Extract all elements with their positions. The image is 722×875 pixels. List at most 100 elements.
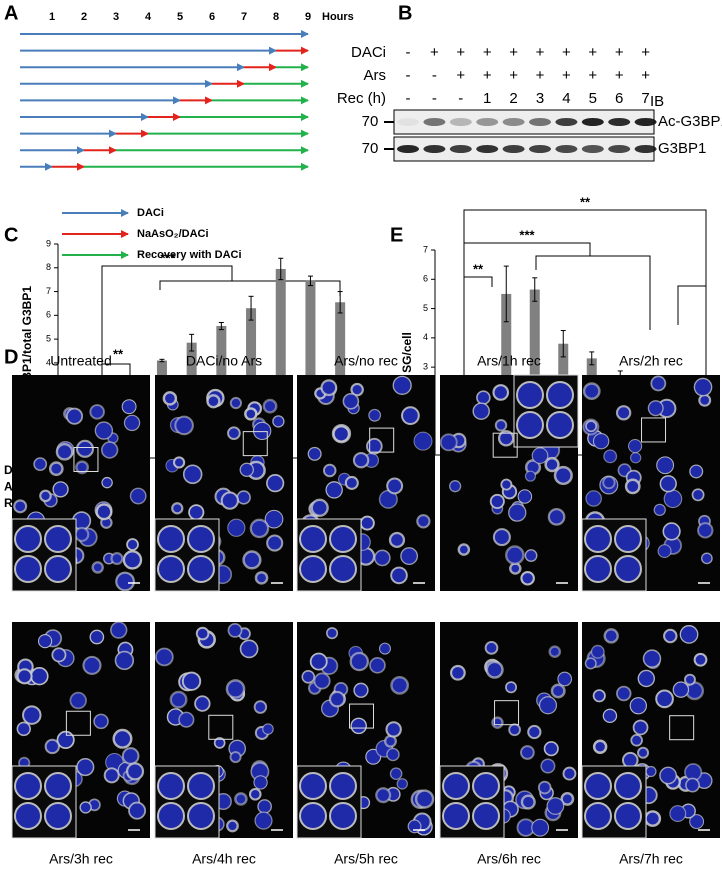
cell	[262, 723, 274, 735]
cell	[48, 461, 64, 477]
cell	[266, 474, 285, 493]
zoom-box	[369, 427, 395, 453]
cell	[229, 751, 242, 764]
inset-cell	[299, 772, 327, 800]
zoom-box	[73, 447, 99, 473]
cell	[188, 504, 205, 521]
treatment-symbol: 2	[509, 90, 517, 107]
cell	[629, 697, 647, 715]
inset-cell	[14, 555, 42, 583]
treatment-symbol: +	[509, 67, 518, 84]
inset-cell	[329, 555, 357, 583]
image-label: DACi/no Ars	[186, 353, 262, 369]
y-tick-label: 8	[46, 262, 51, 272]
cell	[592, 689, 606, 703]
cell	[229, 396, 243, 410]
cell	[266, 534, 284, 552]
inset-cell	[329, 772, 357, 800]
cell	[684, 673, 696, 686]
cell	[121, 399, 137, 415]
legend-label: NaAsO₂/DACi	[137, 228, 209, 240]
inset-cell	[299, 525, 327, 553]
treatment-symbol: +	[536, 67, 545, 84]
y-tick-label: 4	[423, 332, 428, 342]
cell	[685, 777, 700, 793]
cell	[123, 414, 141, 432]
cell	[172, 456, 186, 469]
treatment-symbol: +	[615, 67, 624, 84]
cell	[257, 799, 272, 814]
cell	[44, 738, 60, 755]
blot-band	[449, 145, 472, 153]
inset-cell	[157, 555, 185, 583]
cell	[679, 625, 699, 644]
blot-band	[608, 118, 631, 126]
cell	[550, 683, 566, 699]
cell	[644, 810, 662, 827]
inset-cell	[442, 772, 470, 800]
cell	[375, 787, 392, 804]
cell	[657, 544, 672, 559]
cell	[323, 463, 337, 478]
cell	[91, 561, 104, 574]
y-tick-label: 5	[46, 333, 51, 343]
cell	[531, 818, 550, 837]
cell	[472, 402, 490, 420]
treatment-symbol: +	[483, 67, 492, 84]
cell	[689, 814, 705, 830]
cell	[55, 442, 74, 461]
cell	[51, 647, 67, 663]
cell	[126, 538, 139, 551]
y-tick-label: 5	[423, 303, 428, 313]
cell	[693, 377, 713, 397]
cell	[115, 571, 135, 592]
cell	[439, 433, 458, 452]
cell	[254, 571, 269, 585]
micrograph	[439, 622, 578, 839]
cell	[484, 640, 499, 655]
cell	[616, 685, 632, 702]
cell	[76, 757, 95, 777]
hour-label: 1	[49, 11, 55, 23]
cell	[239, 639, 259, 659]
treatment-symbol: -	[406, 67, 411, 84]
inset-cell	[516, 381, 544, 409]
panel-letter: E	[390, 224, 403, 246]
cell	[272, 415, 285, 428]
cell	[557, 671, 573, 687]
cell	[309, 652, 328, 671]
cell	[182, 464, 203, 485]
treatment-symbol: 6	[615, 90, 623, 107]
cell	[497, 430, 515, 447]
inset-cell	[299, 555, 327, 583]
inset-cell	[472, 802, 500, 830]
cell	[585, 420, 598, 433]
cell	[89, 404, 105, 420]
marker-label: 70	[362, 140, 379, 157]
inset-cell	[187, 772, 215, 800]
cell	[632, 719, 649, 736]
cell	[650, 375, 667, 392]
inset-cell	[614, 802, 642, 830]
cell	[390, 566, 408, 585]
treatment-symbol: +	[641, 44, 650, 61]
cell	[547, 508, 566, 526]
blot-band	[502, 145, 525, 153]
cell	[328, 690, 346, 708]
blot-band	[423, 145, 446, 153]
treatment-symbol: +	[562, 67, 571, 84]
cell	[548, 645, 562, 658]
treatment-symbol: +	[562, 44, 571, 61]
blot-band	[423, 118, 446, 126]
row-label: Rec (h)	[337, 90, 386, 107]
cell	[344, 475, 359, 490]
zoom-box	[349, 703, 375, 729]
inset-cell	[157, 802, 185, 830]
cell	[325, 481, 343, 499]
blot-band	[581, 145, 604, 153]
cell	[624, 478, 641, 495]
significance-label: ***	[160, 250, 176, 265]
inset-cell	[44, 802, 72, 830]
cell	[693, 652, 708, 667]
blot-band	[555, 118, 578, 126]
